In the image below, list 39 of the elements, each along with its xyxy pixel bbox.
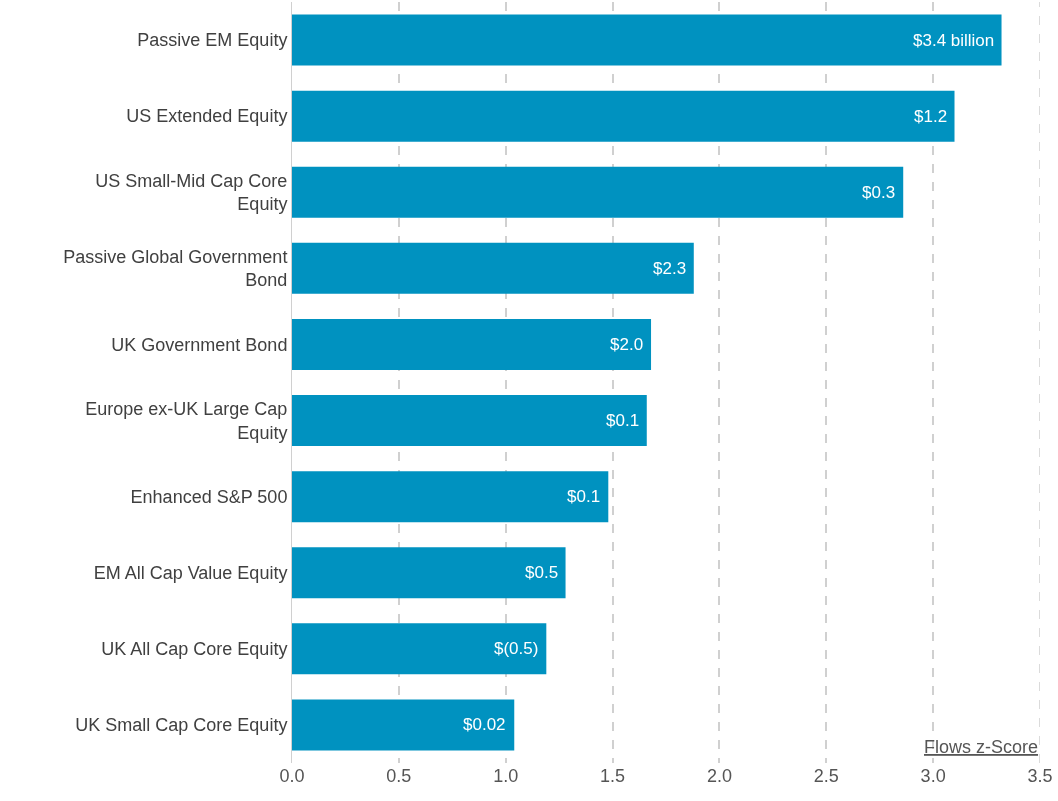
x-tick-label: 3.5 xyxy=(1027,766,1053,786)
bar xyxy=(292,623,547,675)
x-tick-label: 0.0 xyxy=(279,766,305,786)
bar xyxy=(292,90,955,142)
x-tick-label: 2.5 xyxy=(813,766,839,786)
annotation: $0.1 xyxy=(567,487,601,506)
annotation: $3.4 billion xyxy=(913,31,995,50)
bar xyxy=(292,242,694,294)
x-tick-label: 0.5 xyxy=(386,766,412,786)
annotation: $2.3 xyxy=(653,259,687,278)
x-tick-label: 1.0 xyxy=(493,766,519,786)
x-tick-label: 2.0 xyxy=(706,766,732,786)
y-tick-label: Enhanced S&P 500 xyxy=(130,486,288,507)
annotation: $2.0 xyxy=(610,335,644,354)
annotation: $0.3 xyxy=(862,183,896,202)
bar xyxy=(292,699,515,751)
annotation: $0.5 xyxy=(525,563,559,582)
y-tick-label: EM All Cap Value Equity xyxy=(93,563,288,584)
annotation: $1.2 xyxy=(914,107,948,126)
bar xyxy=(292,318,652,370)
bar xyxy=(292,395,647,447)
x-axis-title: Flows z-Score xyxy=(924,737,1039,757)
y-tick-label: Europe ex-UK Large Cap Equity xyxy=(85,399,288,443)
y-tick-label: UK All Cap Core Equity xyxy=(101,639,288,660)
annotation: $(0.5) xyxy=(494,639,539,658)
y-tick-label: US Small-Mid Cap Core Equity xyxy=(95,170,288,215)
x-tick-label: 1.5 xyxy=(600,766,626,786)
y-tick-label: UK Small Cap Core Equity xyxy=(75,715,288,736)
y-tick-label: US Extended Equity xyxy=(126,106,288,127)
y-tick-label: UK Government Bond xyxy=(111,334,288,355)
bar xyxy=(292,471,609,523)
y-tick-label: Passive EM Equity xyxy=(137,30,288,51)
x-tick-label: 3.0 xyxy=(920,766,946,786)
bar xyxy=(292,14,1002,66)
annotation: $0.02 xyxy=(463,715,506,734)
annotation: $0.1 xyxy=(606,411,640,430)
y-tick-label: Passive Global Government Bond xyxy=(63,246,288,291)
bar xyxy=(292,547,566,599)
bar xyxy=(292,166,904,218)
